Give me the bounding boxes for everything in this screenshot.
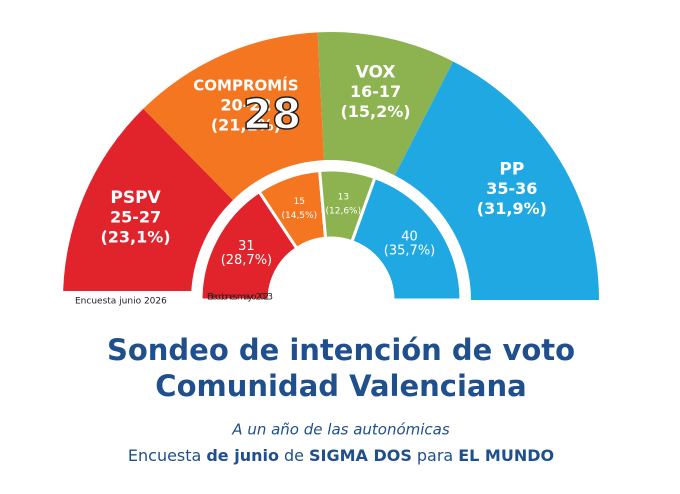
seat-range: 20-22 (220, 95, 271, 114)
vote-share: (12,6%) (326, 206, 362, 216)
seats: 15 (294, 197, 305, 207)
party-name: COMPROMÍS (193, 75, 298, 94)
seats: 31 (238, 239, 255, 254)
seat-segment (350, 175, 463, 302)
vote-share: (15,2%) (340, 102, 410, 121)
seat-range: 35-36 (486, 179, 537, 198)
annotation: 28 (243, 90, 301, 139)
seat-segment (143, 32, 325, 201)
seat-segment (63, 108, 233, 300)
vote-share: (31,9%) (477, 199, 547, 218)
vote-share: (21,1%) (211, 115, 281, 134)
ring-label: Elecciones mayo 2023 (207, 293, 273, 303)
subtitle: A un año de las autonómicas (231, 421, 450, 439)
rings (63, 32, 599, 302)
party-name: PP (499, 159, 524, 179)
vote-share: (35,7%) (384, 243, 435, 258)
seat-segment (394, 61, 599, 300)
seats: 40 (401, 229, 418, 244)
title-line: Sondeo de intención de voto (107, 333, 575, 367)
party-name: PSPV (110, 188, 161, 208)
footer: Encuesta de junio de SIGMA DOS para EL MUNDO (128, 446, 554, 465)
footer-part: de junio (206, 446, 279, 465)
seat-range: 25-27 (110, 207, 161, 226)
seat-segment (317, 32, 454, 176)
vote-share: (14,5%) (281, 211, 317, 221)
party-name: VOX (356, 63, 396, 83)
seats: 13 (338, 192, 349, 202)
footer-part: para (417, 446, 453, 465)
footer-part: Encuesta (128, 446, 201, 465)
footer-part: SIGMA DOS (309, 446, 412, 465)
ring-label: Encuesta junio 2026 (75, 297, 167, 307)
footer-part: de (284, 446, 304, 465)
title-line: Comunidad Valenciana (155, 369, 526, 403)
label-strip (60, 291, 200, 311)
seat-range: 16-17 (350, 82, 401, 101)
footer-part: EL MUNDO (458, 446, 554, 465)
vote-share: (23,1%) (100, 227, 170, 246)
vote-share: (28,7%) (221, 253, 272, 268)
